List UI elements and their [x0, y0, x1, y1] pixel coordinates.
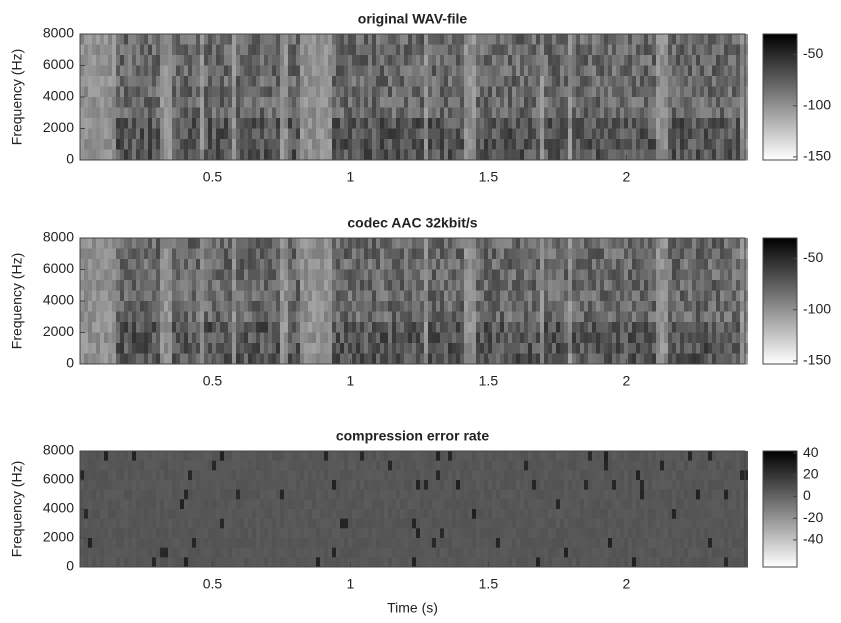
colorbar — [763, 34, 797, 160]
x-tick-label: 2 — [622, 373, 630, 389]
x-tick-label: 1 — [347, 576, 355, 592]
colorbar-tick-label: 40 — [803, 444, 819, 460]
y-tick-label: 4000 — [43, 500, 74, 516]
y-axis-label: Frequency (Hz) — [9, 49, 25, 145]
y-tick-label: 6000 — [43, 56, 74, 72]
colorbar-tick-label: -40 — [803, 531, 823, 547]
colorbar-tick-label: -50 — [803, 249, 823, 265]
y-tick-label: 0 — [66, 558, 74, 574]
x-tick-label: 2 — [622, 576, 630, 592]
x-tick-label: 0.5 — [203, 373, 223, 389]
chart-title: original WAV-file — [358, 11, 468, 27]
colorbar-tick-label: 0 — [803, 487, 811, 503]
x-tick-label: 1.5 — [479, 373, 499, 389]
y-tick-label: 2000 — [43, 323, 74, 339]
y-tick-label: 4000 — [43, 292, 74, 308]
chart-title: codec AAC 32kbit/s — [347, 215, 477, 231]
colorbar — [763, 238, 797, 364]
spectrogram-image — [80, 34, 748, 161]
y-tick-label: 4000 — [43, 88, 74, 104]
colorbar-tick-label: -150 — [803, 148, 831, 164]
y-tick-label: 8000 — [43, 25, 74, 41]
y-tick-label: 6000 — [43, 260, 74, 276]
colorbar-tick-label: -100 — [803, 300, 831, 316]
y-tick-label: 6000 — [43, 471, 74, 487]
colorbar — [763, 451, 797, 567]
x-axis-label: Time (s) — [387, 600, 438, 616]
x-tick-label: 0.5 — [203, 576, 223, 592]
colorbar-tick-label: -100 — [803, 96, 831, 112]
y-tick-label: 0 — [66, 151, 74, 167]
x-tick-label: 1 — [347, 169, 355, 185]
x-tick-label: 1.5 — [479, 169, 499, 185]
x-tick-label: 1 — [347, 373, 355, 389]
x-tick-label: 0.5 — [203, 169, 223, 185]
y-tick-label: 8000 — [43, 229, 74, 245]
spectrogram-image — [80, 451, 748, 568]
y-tick-label: 8000 — [43, 442, 74, 458]
colorbar-tick-label: -50 — [803, 45, 823, 61]
y-tick-label: 2000 — [43, 119, 74, 135]
y-axis-label: Frequency (Hz) — [9, 461, 25, 557]
y-tick-label: 2000 — [43, 529, 74, 545]
chart-title: compression error rate — [336, 428, 489, 444]
x-tick-label: 1.5 — [479, 576, 499, 592]
colorbar-tick-label: -150 — [803, 352, 831, 368]
colorbar-tick-label: -20 — [803, 509, 823, 525]
spectrogram-image — [80, 238, 748, 365]
x-tick-label: 2 — [622, 169, 630, 185]
colorbar-tick-label: 20 — [803, 466, 819, 482]
y-tick-label: 0 — [66, 355, 74, 371]
y-axis-label: Frequency (Hz) — [9, 253, 25, 349]
